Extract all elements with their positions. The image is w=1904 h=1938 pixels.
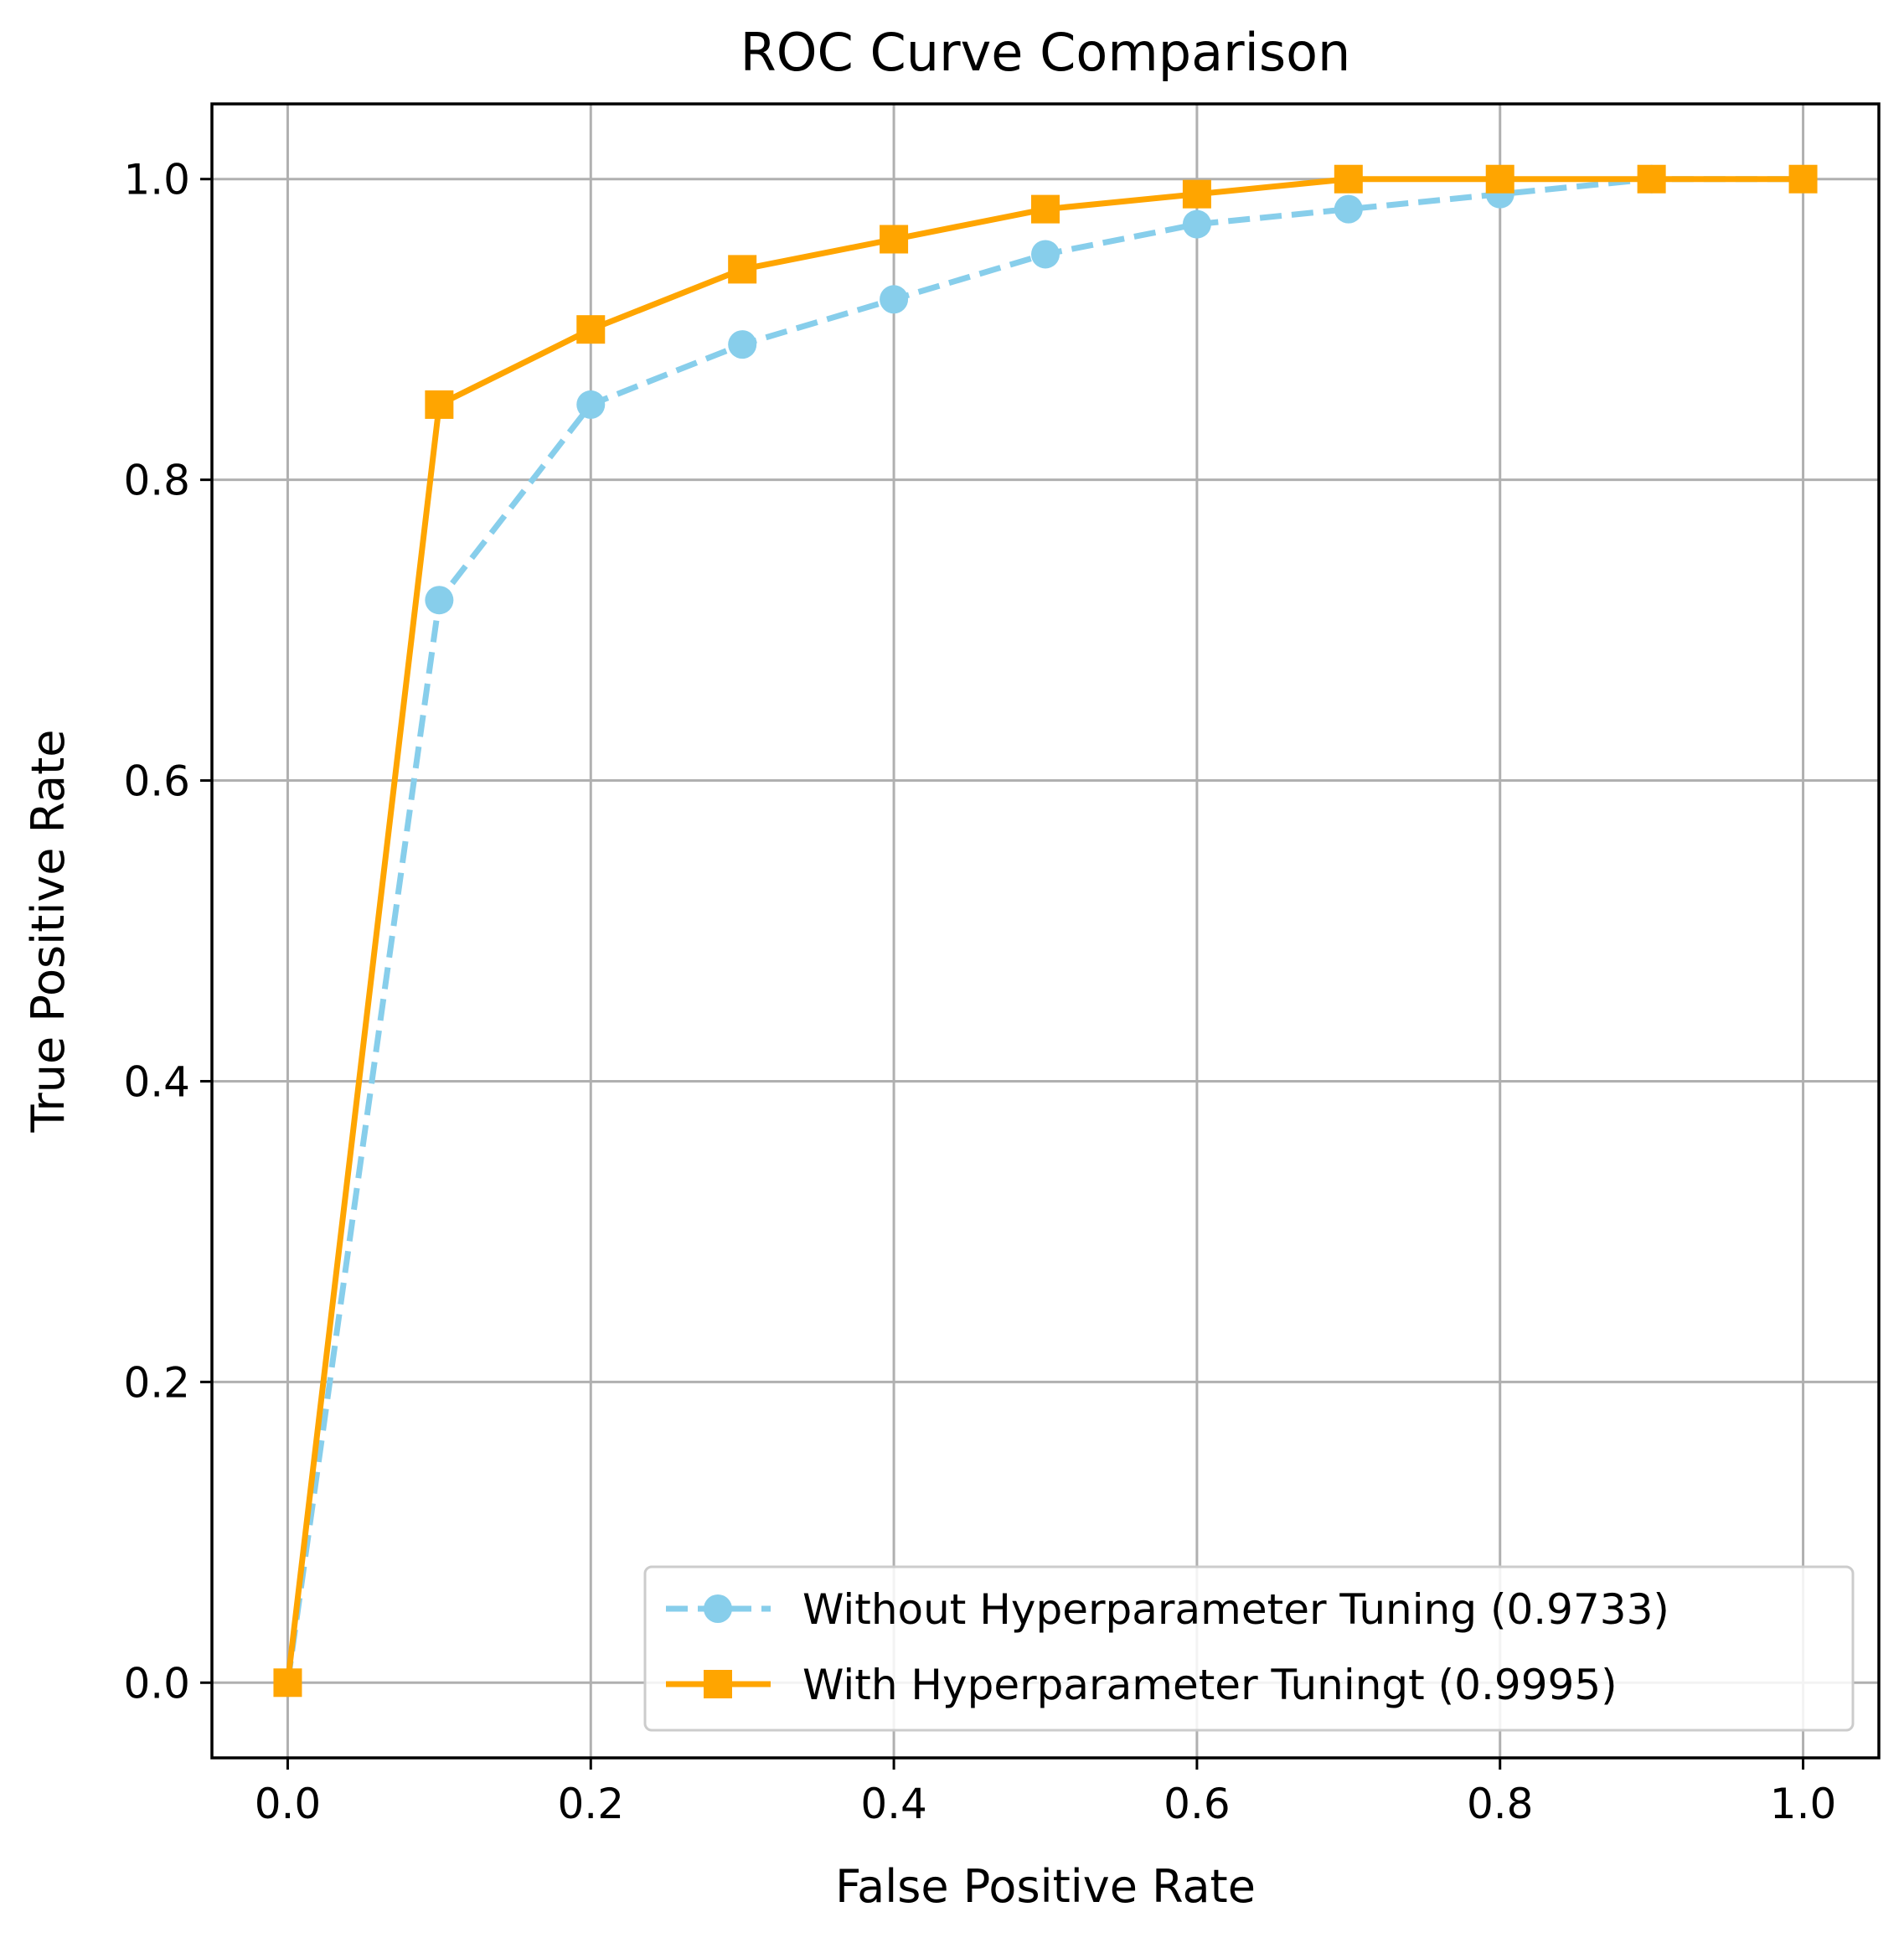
data-point-circle [1334, 194, 1363, 224]
data-point-circle [425, 586, 454, 615]
data-point-square [1637, 164, 1666, 194]
data-point-square [576, 315, 606, 344]
y-tick-label: 0.2 [123, 1358, 190, 1407]
data-point-square [1485, 164, 1514, 194]
legend-label: Without Hyperparameter Tuning (0.9733) [802, 1585, 1669, 1634]
grid [212, 104, 1879, 1758]
series-without-tuning [273, 164, 1818, 1698]
data-point-square [425, 390, 454, 419]
x-tick-label: 0.4 [860, 1780, 927, 1828]
series-line [284, 176, 1803, 1683]
x-tick-label: 0.8 [1467, 1780, 1534, 1828]
data-point-square [1031, 194, 1060, 224]
y-tick-label: 0.6 [123, 757, 190, 806]
legend-entry: Without Hyperparameter Tuning (0.9733) [666, 1585, 1669, 1634]
data-point-square [728, 255, 757, 284]
x-tick-label: 0.6 [1164, 1780, 1231, 1828]
data-point-circle [728, 330, 757, 359]
data-point-square [273, 1668, 302, 1698]
legend-box [643, 1565, 1855, 1732]
series-with-tuning [273, 164, 1818, 1698]
x-tick-label: 0.2 [558, 1780, 625, 1828]
axes-frame [210, 102, 1881, 1760]
ticks: 0.0 0.2 0.4 0.6 0.8 1.0 0.0 0.2 0.4 0.6 0.8 1.0 [123, 156, 1836, 1828]
legend-marker-square [704, 1670, 732, 1698]
y-tick-label: 1.0 [123, 156, 190, 204]
data-point-circle [1182, 209, 1211, 239]
legend: Without Hyperparameter Tuning (0.9733) Wi… [643, 1565, 1855, 1732]
y-tick-label: 0.0 [123, 1659, 190, 1708]
legend-marker-circle [704, 1594, 732, 1623]
data-point-square [1182, 179, 1211, 209]
data-point-square [1788, 164, 1818, 194]
y-axis-label: True Positive Rate [22, 729, 75, 1133]
data-point-square [1334, 164, 1363, 194]
data-point-circle [1031, 240, 1060, 269]
series-layer [273, 164, 1818, 1698]
legend-entry: With Hyperparameter Tuningt (0.9995) [666, 1661, 1618, 1709]
chart-title: ROC Curve Comparison [740, 22, 1351, 83]
data-point-circle [880, 285, 909, 314]
data-point-square [880, 225, 909, 254]
data-point-circle [576, 390, 606, 419]
y-tick-label: 0.8 [123, 457, 190, 505]
y-tick-label: 0.4 [123, 1057, 190, 1106]
x-axis-label: False Positive Rate [835, 1860, 1256, 1913]
x-tick-label: 1.0 [1770, 1780, 1837, 1828]
legend-label: With Hyperparameter Tuningt (0.9995) [802, 1661, 1618, 1709]
x-tick-label: 0.0 [255, 1780, 322, 1828]
series-line [284, 176, 1803, 1683]
